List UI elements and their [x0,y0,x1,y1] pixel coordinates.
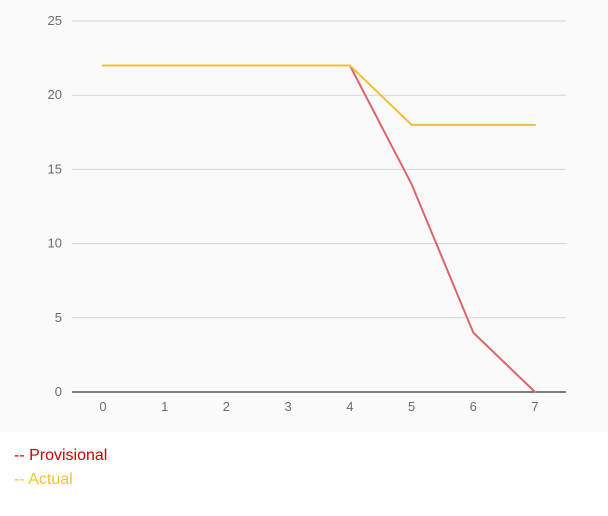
y-tick-label-5: 5 [55,310,62,325]
series-line-provisional [102,64,536,393]
x-tick-label-2: 2 [223,399,230,414]
x-tick-label-1: 1 [161,399,168,414]
series-line-actual [102,64,536,126]
x-tick-label-5: 5 [408,399,415,414]
chart-area: 0 5 10 15 20 25 0 1 2 3 4 5 6 7 [47,13,566,414]
x-tick-label-0: 0 [99,399,106,414]
y-tick-label-25: 25 [48,13,62,28]
x-tick-label-7: 7 [531,399,538,414]
y-tick-label-0: 0 [55,384,62,399]
legend-item-actual: -- Actual [14,471,73,488]
y-tick-label-10: 10 [48,236,62,251]
y-tick-label-20: 20 [48,87,62,102]
x-tick-label-4: 4 [346,399,353,414]
legend-item-provisional: -- Provisional [14,447,108,464]
x-tick-label-3: 3 [285,399,292,414]
line-chart: 0 5 10 15 20 25 0 1 2 3 4 5 6 7 [48,13,566,414]
legend: -- Provisional -- Actual [14,444,107,492]
y-tick-label-15: 15 [48,161,62,176]
x-tick-label-6: 6 [470,399,477,414]
